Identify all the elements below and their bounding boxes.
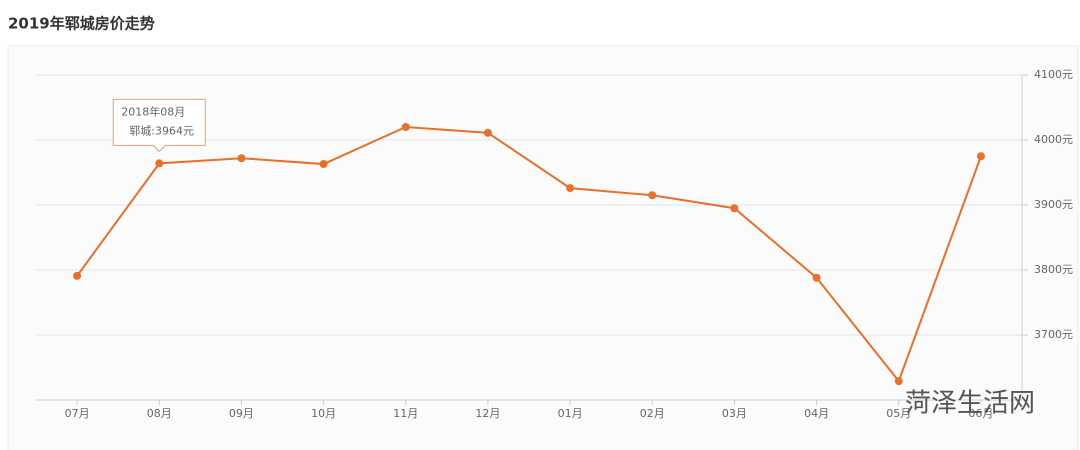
x-tick-label: 06月 bbox=[968, 407, 993, 420]
x-tick-label: 03月 bbox=[722, 407, 747, 420]
data-point bbox=[483, 128, 492, 137]
y-tick-label: 3900元 bbox=[1034, 198, 1073, 211]
tooltip-title: 2018年08月 bbox=[121, 104, 185, 118]
data-point bbox=[812, 273, 821, 282]
data-point bbox=[73, 271, 82, 280]
data-point bbox=[237, 154, 246, 163]
tooltip-text: 郓城:3964元 bbox=[129, 124, 194, 137]
tooltip-box bbox=[112, 98, 206, 153]
y-tick-label: 4100元 bbox=[1034, 68, 1073, 81]
x-tick-label: 12月 bbox=[475, 407, 500, 420]
data-point bbox=[730, 204, 739, 213]
plot: 3700元 3800元 3900元 4000元 4100元 07月 08月 09月 10月 11月… bbox=[36, 68, 1073, 420]
y-tick-label: 3800元 bbox=[1034, 263, 1073, 276]
x-tick-label: 02月 bbox=[640, 407, 665, 420]
series-line bbox=[76, 125, 982, 384]
data-point bbox=[976, 152, 985, 161]
data-point bbox=[401, 123, 410, 131]
x-tick-label: 01月 bbox=[558, 407, 583, 420]
data-point bbox=[319, 160, 328, 169]
x-tick-label: 07月 bbox=[65, 407, 90, 420]
data-point bbox=[648, 191, 657, 200]
x-tick-label: 11月 bbox=[393, 407, 418, 420]
data-point bbox=[566, 184, 575, 193]
x-tick-label: 09月 bbox=[229, 407, 254, 420]
x-tick-label: 10月 bbox=[311, 407, 336, 420]
data-point bbox=[894, 377, 903, 386]
chart-title: 2019年郓城房价走势 bbox=[8, 15, 155, 33]
watermark: 菏泽生活网 bbox=[905, 389, 1035, 419]
y-tick-label: 3700元 bbox=[1034, 328, 1073, 341]
x-tick-label: 05月 bbox=[886, 407, 911, 420]
y-tick-label: 4000元 bbox=[1034, 133, 1073, 146]
x-tick-label: 04月 bbox=[804, 407, 829, 420]
data-point bbox=[155, 159, 164, 168]
x-tick-label: 08月 bbox=[147, 407, 172, 420]
